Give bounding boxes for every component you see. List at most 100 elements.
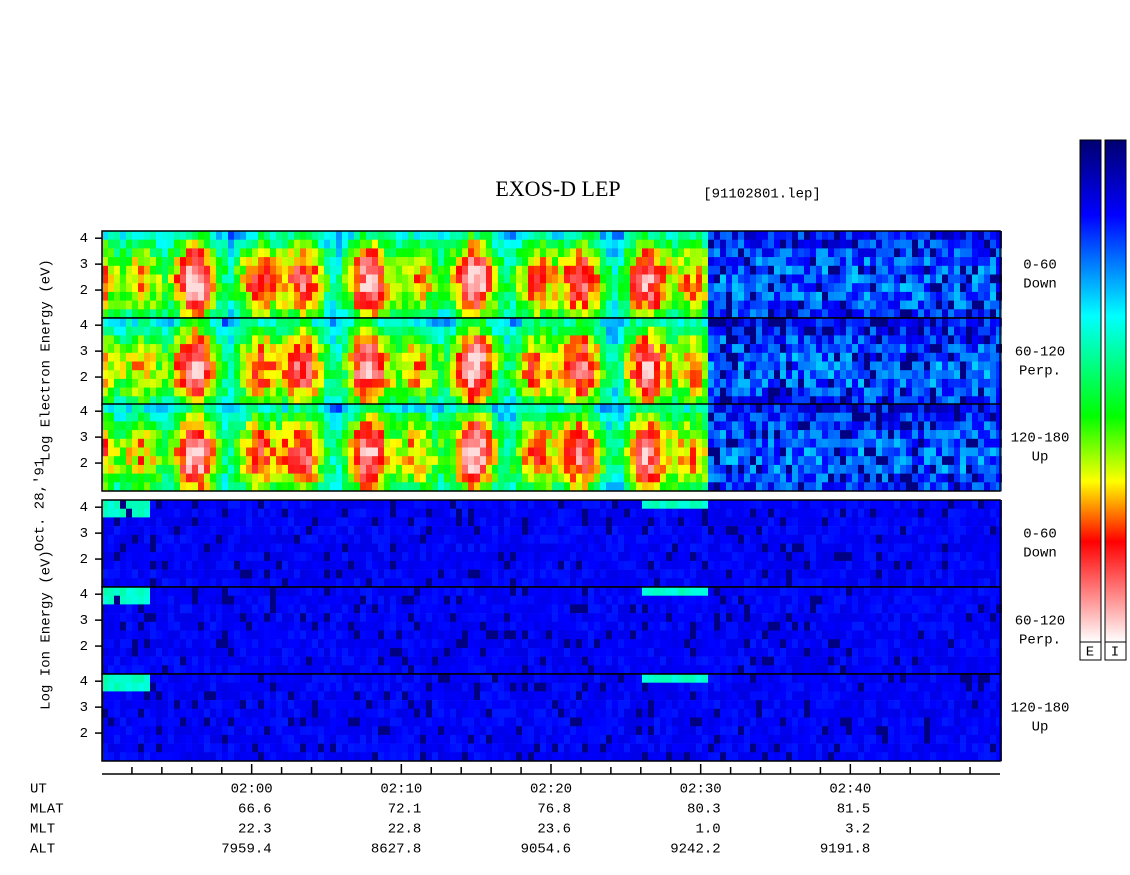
spectrogram-cell <box>108 578 114 588</box>
spectrogram-cell <box>192 517 198 527</box>
spectrogram-cell <box>228 534 234 544</box>
spectrogram-cell <box>816 352 822 362</box>
spectrogram-cell <box>918 421 924 431</box>
spectrogram-cell <box>408 318 414 327</box>
spectrogram-cell <box>762 231 768 240</box>
spectrogram-cell <box>102 387 108 397</box>
spectrogram-cell <box>894 318 900 327</box>
spectrogram-cell <box>822 464 828 474</box>
spectrogram-cell <box>372 231 378 240</box>
spectrogram-cell <box>294 387 300 397</box>
spectrogram-cell <box>564 326 570 336</box>
spectrogram-cell <box>582 300 588 310</box>
spectrogram-cell <box>840 257 846 267</box>
spectrogram-cell <box>636 387 642 397</box>
spectrogram-cell <box>162 378 168 388</box>
spectrogram-cell <box>414 326 420 336</box>
spectrogram-cell <box>936 231 942 240</box>
spectrogram-cell <box>324 291 330 301</box>
spectrogram-cell <box>162 438 168 448</box>
spectrogram-cell <box>474 344 480 354</box>
spectrogram-cell <box>906 447 912 457</box>
spectrogram-cell <box>264 387 270 397</box>
spectrogram-cell <box>624 421 630 431</box>
spectrogram-cell <box>336 552 342 562</box>
spectrogram-cell <box>954 318 960 327</box>
spectrogram-cell <box>150 239 156 249</box>
spectrogram-cell <box>918 370 924 380</box>
spectrogram-cell <box>906 335 912 345</box>
spectrogram-cell <box>456 456 462 466</box>
panel-direction: Down <box>1023 277 1057 293</box>
spectrogram-cell <box>318 309 324 319</box>
spectrogram-cell <box>714 309 720 319</box>
spectrogram-cell <box>144 291 150 301</box>
spectrogram-cell <box>204 543 210 553</box>
spectrogram-cell <box>654 464 660 474</box>
spectrogram-cell <box>516 387 522 397</box>
spectrogram-cell <box>678 326 684 336</box>
spectrogram-cell <box>630 318 636 327</box>
spectrogram-cell <box>402 309 408 319</box>
spectrogram-cell <box>444 473 450 483</box>
spectrogram-cell <box>666 438 672 448</box>
spectrogram-cell <box>876 309 882 319</box>
spectrogram-cell <box>462 438 468 448</box>
spectrogram-cell <box>528 335 534 345</box>
spectrogram-cell <box>432 421 438 431</box>
spectrogram-cell <box>738 404 744 413</box>
spectrogram-cell <box>132 239 138 249</box>
spectrogram-cell <box>468 361 474 371</box>
spectrogram-cell <box>594 396 600 406</box>
spectrogram-cell <box>558 318 564 327</box>
spectrogram-cell <box>642 456 648 466</box>
spectrogram-cell <box>534 291 540 301</box>
spectrogram-cell <box>126 543 132 553</box>
spectrogram-cell <box>336 370 342 380</box>
spectrogram-cell <box>828 248 834 258</box>
spectrogram-cell <box>282 569 288 579</box>
spectrogram-cell <box>372 543 378 553</box>
spectrogram-cell <box>600 482 606 492</box>
spectrogram-cell <box>216 352 222 362</box>
spectrogram-cell <box>816 387 822 397</box>
spectrogram-cell <box>552 447 558 457</box>
spectrogram-cell <box>924 473 930 483</box>
spectrogram-cell <box>138 578 144 588</box>
spectrogram-cell <box>930 300 936 310</box>
spectrogram-cell <box>336 526 342 536</box>
spectrogram-cell <box>792 464 798 474</box>
spectrogram-cell <box>114 378 120 388</box>
spectrogram-cell <box>120 291 126 301</box>
spectrogram-cell <box>318 430 324 440</box>
spectrogram-cell <box>246 412 252 422</box>
spectrogram-cell <box>966 464 972 474</box>
spectrogram-cell <box>660 309 666 319</box>
spectrogram-cell <box>990 370 996 380</box>
spectrogram-cell <box>774 421 780 431</box>
spectrogram-cell <box>726 447 732 457</box>
spectrogram-cell <box>210 534 216 544</box>
spectrogram-cell <box>234 396 240 406</box>
spectrogram-cell <box>774 318 780 327</box>
spectrogram-cell <box>306 578 312 588</box>
spectrogram-cell <box>726 361 732 371</box>
spectrogram-cell <box>246 361 252 371</box>
spectrogram-cell <box>726 257 732 267</box>
spectrogram-cell <box>246 352 252 362</box>
spectrogram-cell <box>120 517 126 527</box>
spectrogram-cell <box>180 456 186 466</box>
spectrogram-cell <box>876 318 882 327</box>
spectrogram-cell <box>468 231 474 240</box>
spectrogram-cell <box>630 300 636 310</box>
spectrogram-cell <box>612 482 618 492</box>
spectrogram-cell <box>300 387 306 397</box>
spectrogram-cell <box>672 430 678 440</box>
spectrogram-cell <box>510 464 516 474</box>
spectrogram-cell <box>654 257 660 267</box>
spectrogram-cell <box>990 482 996 492</box>
spectrogram-cell <box>810 421 816 431</box>
spectrogram-cell <box>900 309 906 319</box>
spectrogram-cell <box>474 352 480 362</box>
spectrogram-cell <box>204 500 210 509</box>
